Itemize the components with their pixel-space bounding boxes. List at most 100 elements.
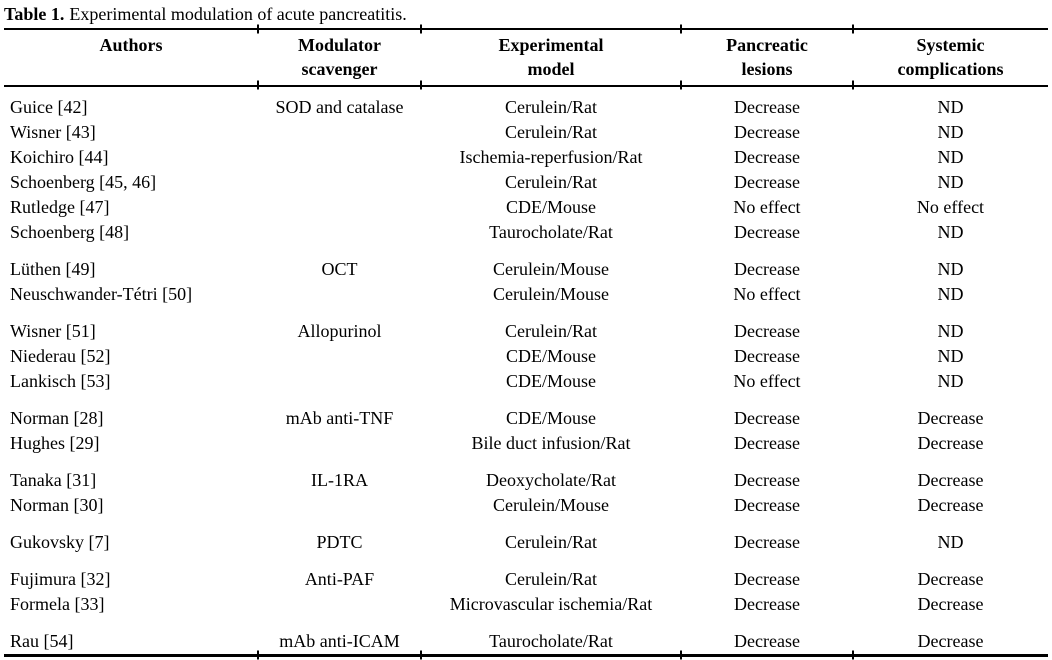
column-tick [680,80,682,90]
table-row: Wisner [43] Cerulein/Rat Decrease ND [4,120,1048,145]
cell-author: Lankisch [53] [10,371,111,391]
col-header-lesions-line1: Pancreatic [726,35,808,55]
cell-author: Schoenberg [48] [10,222,130,242]
table-row: Formela [33] Microvascular ischemia/Rat De… [4,592,1048,617]
cell-lesions: Decrease [734,97,800,117]
col-header-modulator: Modulator scavenger [258,29,421,86]
table-header: Authors Modulator scavenger Experimental… [4,29,1048,86]
cell-model: CDE/Mouse [506,197,596,217]
cell-lesions: Decrease [734,172,800,192]
table-row: Rau [54] mAb anti-ICAM Taurocholate/Rat Dec… [4,617,1048,656]
data-table: Authors Modulator scavenger Experimental… [4,28,1048,657]
cell-author: Schoenberg [45, 46] [10,172,157,192]
cell-lesions: No effect [733,371,801,391]
cell-model: Ischemia-reperfusion/Rat [459,147,643,167]
cell-systemic: ND [937,371,964,391]
cell-author: Formela [33] [10,594,105,614]
cell-model: Cerulein/Mouse [493,495,609,515]
col-header-systemic: Systemic complications [853,29,1048,86]
cell-systemic: Decrease [917,495,984,515]
cell-author: Hughes [29] [10,433,100,453]
cell-model: Cerulein/Rat [505,122,597,142]
cell-model: Cerulein/Mouse [493,259,609,279]
col-header-modulator-line2: scavenger [301,59,378,79]
cell-model: Cerulein/Rat [505,321,597,341]
cell-modulator: PDTC [316,532,363,552]
cell-systemic: Decrease [917,433,984,453]
cell-lesions: Decrease [734,433,800,453]
cell-systemic: ND [937,284,964,304]
cell-systemic: ND [937,346,964,366]
col-header-model: Experimental model [421,29,681,86]
table-row: Rutledge [47] CDE/Mouse No effect No effect [4,195,1048,220]
cell-model: Microvascular ischemia/Rat [449,594,653,614]
cell-lesions: Decrease [734,569,800,589]
cell-systemic: ND [937,532,964,552]
cell-modulator: Allopurinol [297,321,382,341]
cell-lesions: Decrease [734,147,800,167]
column-tick [257,650,259,660]
col-header-model-line1: Experimental [498,35,604,55]
cell-modulator [258,369,421,394]
cell-lesions: Decrease [734,222,800,242]
col-header-lesions-line2: lesions [741,59,793,79]
column-tick [680,24,682,34]
table-row: Gukovsky [7] PDTC Cerulein/Rat Decrease ND [4,518,1048,555]
table-row: Schoenberg [45, 46] Cerulein/Rat Decrease N… [4,170,1048,195]
table-caption-label: Table 1. [4,4,65,24]
table-row: Schoenberg [48] Taurocholate/Rat Decrease N… [4,220,1048,245]
table-row: Norman [30] Cerulein/Mouse Decrease Decreas… [4,493,1048,518]
column-tick [420,650,422,660]
cell-modulator: IL-1RA [311,470,368,490]
cell-model: Cerulein/Rat [505,569,597,589]
cell-systemic: ND [937,147,964,167]
cell-lesions: Decrease [734,346,800,366]
cell-modulator: mAb anti-TNF [285,408,394,428]
table-row: Neuschwander-Tétri [50] Cerulein/Mouse No … [4,282,1048,307]
cell-lesions: Decrease [734,594,800,614]
table-row: Niederau [52] CDE/Mouse Decrease ND [4,344,1048,369]
cell-author: Rutledge [47] [10,197,110,217]
cell-model: Bile duct infusion/Rat [471,433,631,453]
cell-lesions: Decrease [734,321,800,341]
cell-lesions: Decrease [734,259,800,279]
cell-author: Norman [28] [10,408,104,428]
column-tick [420,80,422,90]
column-tick [257,80,259,90]
cell-author: Rau [54] [10,631,74,651]
cell-systemic: Decrease [917,631,984,651]
cell-lesions: Decrease [734,495,800,515]
col-header-authors-line1: Authors [99,35,163,55]
cell-modulator [258,220,421,245]
cell-model: Taurocholate/Rat [489,631,613,651]
cell-author: Koichiro [44] [10,147,109,167]
column-tick [852,650,854,660]
cell-author: Gukovsky [7] [10,532,110,552]
cell-systemic: No effect [916,197,985,217]
cell-model: Cerulein/Rat [505,532,597,552]
column-tick [680,650,682,660]
table-row: Fujimura [32] Anti-PAF Cerulein/Rat Decreas… [4,555,1048,592]
cell-author: Guice [42] [10,97,88,117]
cell-systemic: ND [937,259,964,279]
col-header-lesions: Pancreatic lesions [681,29,853,86]
table-row: Wisner [51] Allopurinol Cerulein/Rat Decrea… [4,307,1048,344]
col-header-model-line2: model [527,59,575,79]
cell-author: Norman [30] [10,495,104,515]
cell-modulator [258,344,421,369]
cell-author: Wisner [43] [10,122,96,142]
cell-systemic: ND [937,122,964,142]
table-body: Guice [42] SOD and catalase Cerulein/Rat De… [4,86,1048,656]
cell-lesions: Decrease [734,408,800,428]
cell-lesions: Decrease [734,122,800,142]
cell-modulator [258,120,421,145]
cell-author: Fujimura [32] [10,569,111,589]
col-header-authors: Authors [4,29,258,86]
cell-modulator [258,493,421,518]
table-row: Lankisch [53] CDE/Mouse No effect ND [4,369,1048,394]
table-row: Norman [28] mAb anti-TNF CDE/Mouse Decrease… [4,394,1048,431]
col-header-systemic-line1: Systemic [916,35,985,55]
table-caption: Table 1. Experimental modulation of acute… [0,0,1052,28]
cell-modulator [258,431,421,456]
